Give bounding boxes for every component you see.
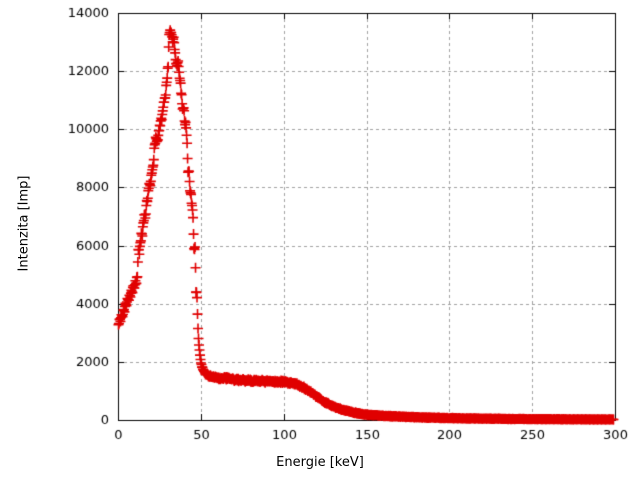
y-axis-title: Intenzita [Imp] bbox=[16, 175, 32, 272]
x-axis-title: Energie [keV] bbox=[276, 455, 364, 470]
